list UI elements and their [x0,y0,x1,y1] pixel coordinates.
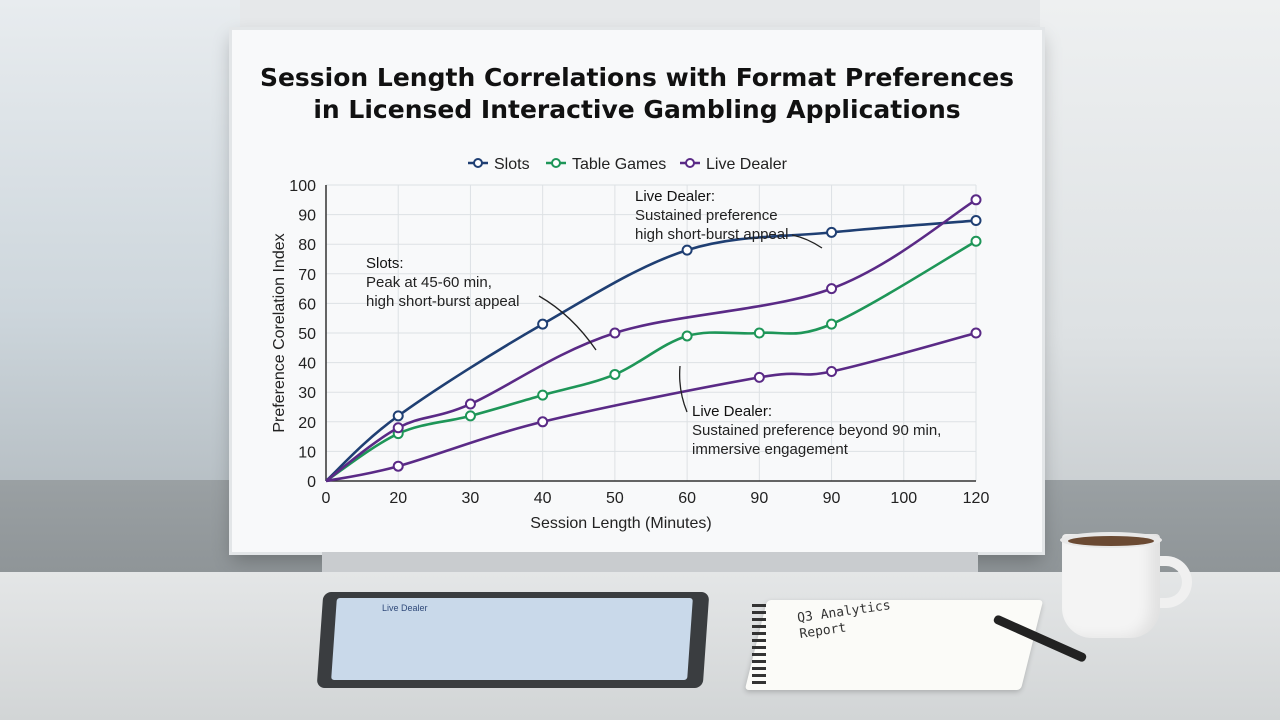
data-point-0 [970,215,982,227]
data-point-2 [464,398,476,410]
data-point-1 [537,389,549,401]
tablet-title: Live Dealer [382,603,428,613]
data-point-3 [537,416,549,428]
data-point-3 [970,327,982,339]
legend-swatch-marker [685,158,695,168]
data-point-1 [753,327,765,339]
legend-label: Table Games [572,156,666,173]
annotation-title: Live Dealer: [635,188,715,205]
annotation-text: Sustained preference beyond 90 min, [692,422,941,439]
data-point-2 [970,194,982,206]
data-point-1 [464,410,476,422]
annotation-title: Live Dealer: [692,403,772,420]
legend: Slots Table Games Live Dealer [468,156,788,173]
data-point-2 [826,283,838,295]
legend-label: Live Dealer [706,156,788,173]
coffee-mug [1062,534,1160,638]
annotation-text: high short-burst appeal [366,293,519,310]
data-point-0 [537,318,549,330]
x-tick-label: 120 [963,490,990,507]
y-tick-label: 80 [298,237,316,254]
whiteboard [232,30,1042,552]
x-tick-label: 50 [606,490,624,507]
annotations: Live Dealer: Sustained preference high sho… [366,188,941,458]
data-point-1 [681,330,693,342]
data-point-1 [970,235,982,247]
x-tick-label: 0 [322,490,331,507]
data-point-0 [681,244,693,256]
x-tick-label: 90 [750,490,768,507]
annotation-text: Peak at 45-60 min, [366,274,492,291]
legend-swatch-marker [551,158,561,168]
series-line-0 [325,219,977,482]
legend-swatch-marker [473,158,483,168]
y-tick-label: 0 [307,474,316,491]
mug-handle [1148,556,1192,608]
x-tick-label: 30 [462,490,480,507]
coffee [1068,536,1154,546]
x-tick-label: 100 [890,490,917,507]
y-tick-label: 40 [298,356,316,373]
legend-label: Slots [494,156,530,173]
data-point-3 [753,371,765,383]
data-point-0 [392,410,404,422]
data-point-3 [392,460,404,472]
y-tick-label: 20 [298,415,316,432]
data-point-0 [826,226,838,238]
office-background-right [1040,0,1280,560]
chart-title-line-1: Session Length Correlations with Format … [259,63,1015,92]
y-tick-label: 10 [298,444,316,461]
chart-title-line-2: in Licensed Interactive Gambling Applica… [313,95,961,124]
annotation-title: Slots: [366,255,404,272]
x-tick-label: 40 [534,490,552,507]
y-tick-label: 30 [298,385,316,402]
y-tick-label: 50 [298,326,316,343]
x-tick-label: 90 [823,490,841,507]
annotation-text: high short-burst appeal [635,226,788,243]
notebook-spiral [752,604,766,688]
glass-wall-left [0,0,240,560]
data-point-3 [826,365,838,377]
y-tick-label: 60 [298,296,316,313]
y-tick-label: 100 [289,178,316,195]
annotation-arrow [538,295,597,351]
annotation-text: immersive engagement [692,441,849,458]
x-axis-label: Session Length (Minutes) [530,515,711,532]
data-point-2 [392,422,404,434]
y-tick-label: 90 [298,208,316,225]
y-axis-label: Preference Corelation Index [271,233,288,432]
x-tick-label: 60 [678,490,696,507]
x-tick-label: 20 [389,490,407,507]
annotation-arrow [679,365,688,413]
line-chart: 0 10 20 30 40 50 60 70 80 90 100 0 20 30 40 50 60 90 90 100… [271,156,989,532]
annotation-text: Sustained preference [635,207,778,224]
series [325,194,982,483]
data-point-1 [609,368,621,380]
chart-title: Session Length Correlations with Format … [232,62,1042,126]
data-point-1 [826,318,838,330]
whiteboard-stand [322,552,978,574]
y-tick-label: 70 [298,267,316,284]
annotation-arrow [791,234,823,249]
data-point-2 [609,327,621,339]
axes: 0 10 20 30 40 50 60 70 80 90 100 0 20 30 40 50 60 90 90 100… [271,178,989,532]
